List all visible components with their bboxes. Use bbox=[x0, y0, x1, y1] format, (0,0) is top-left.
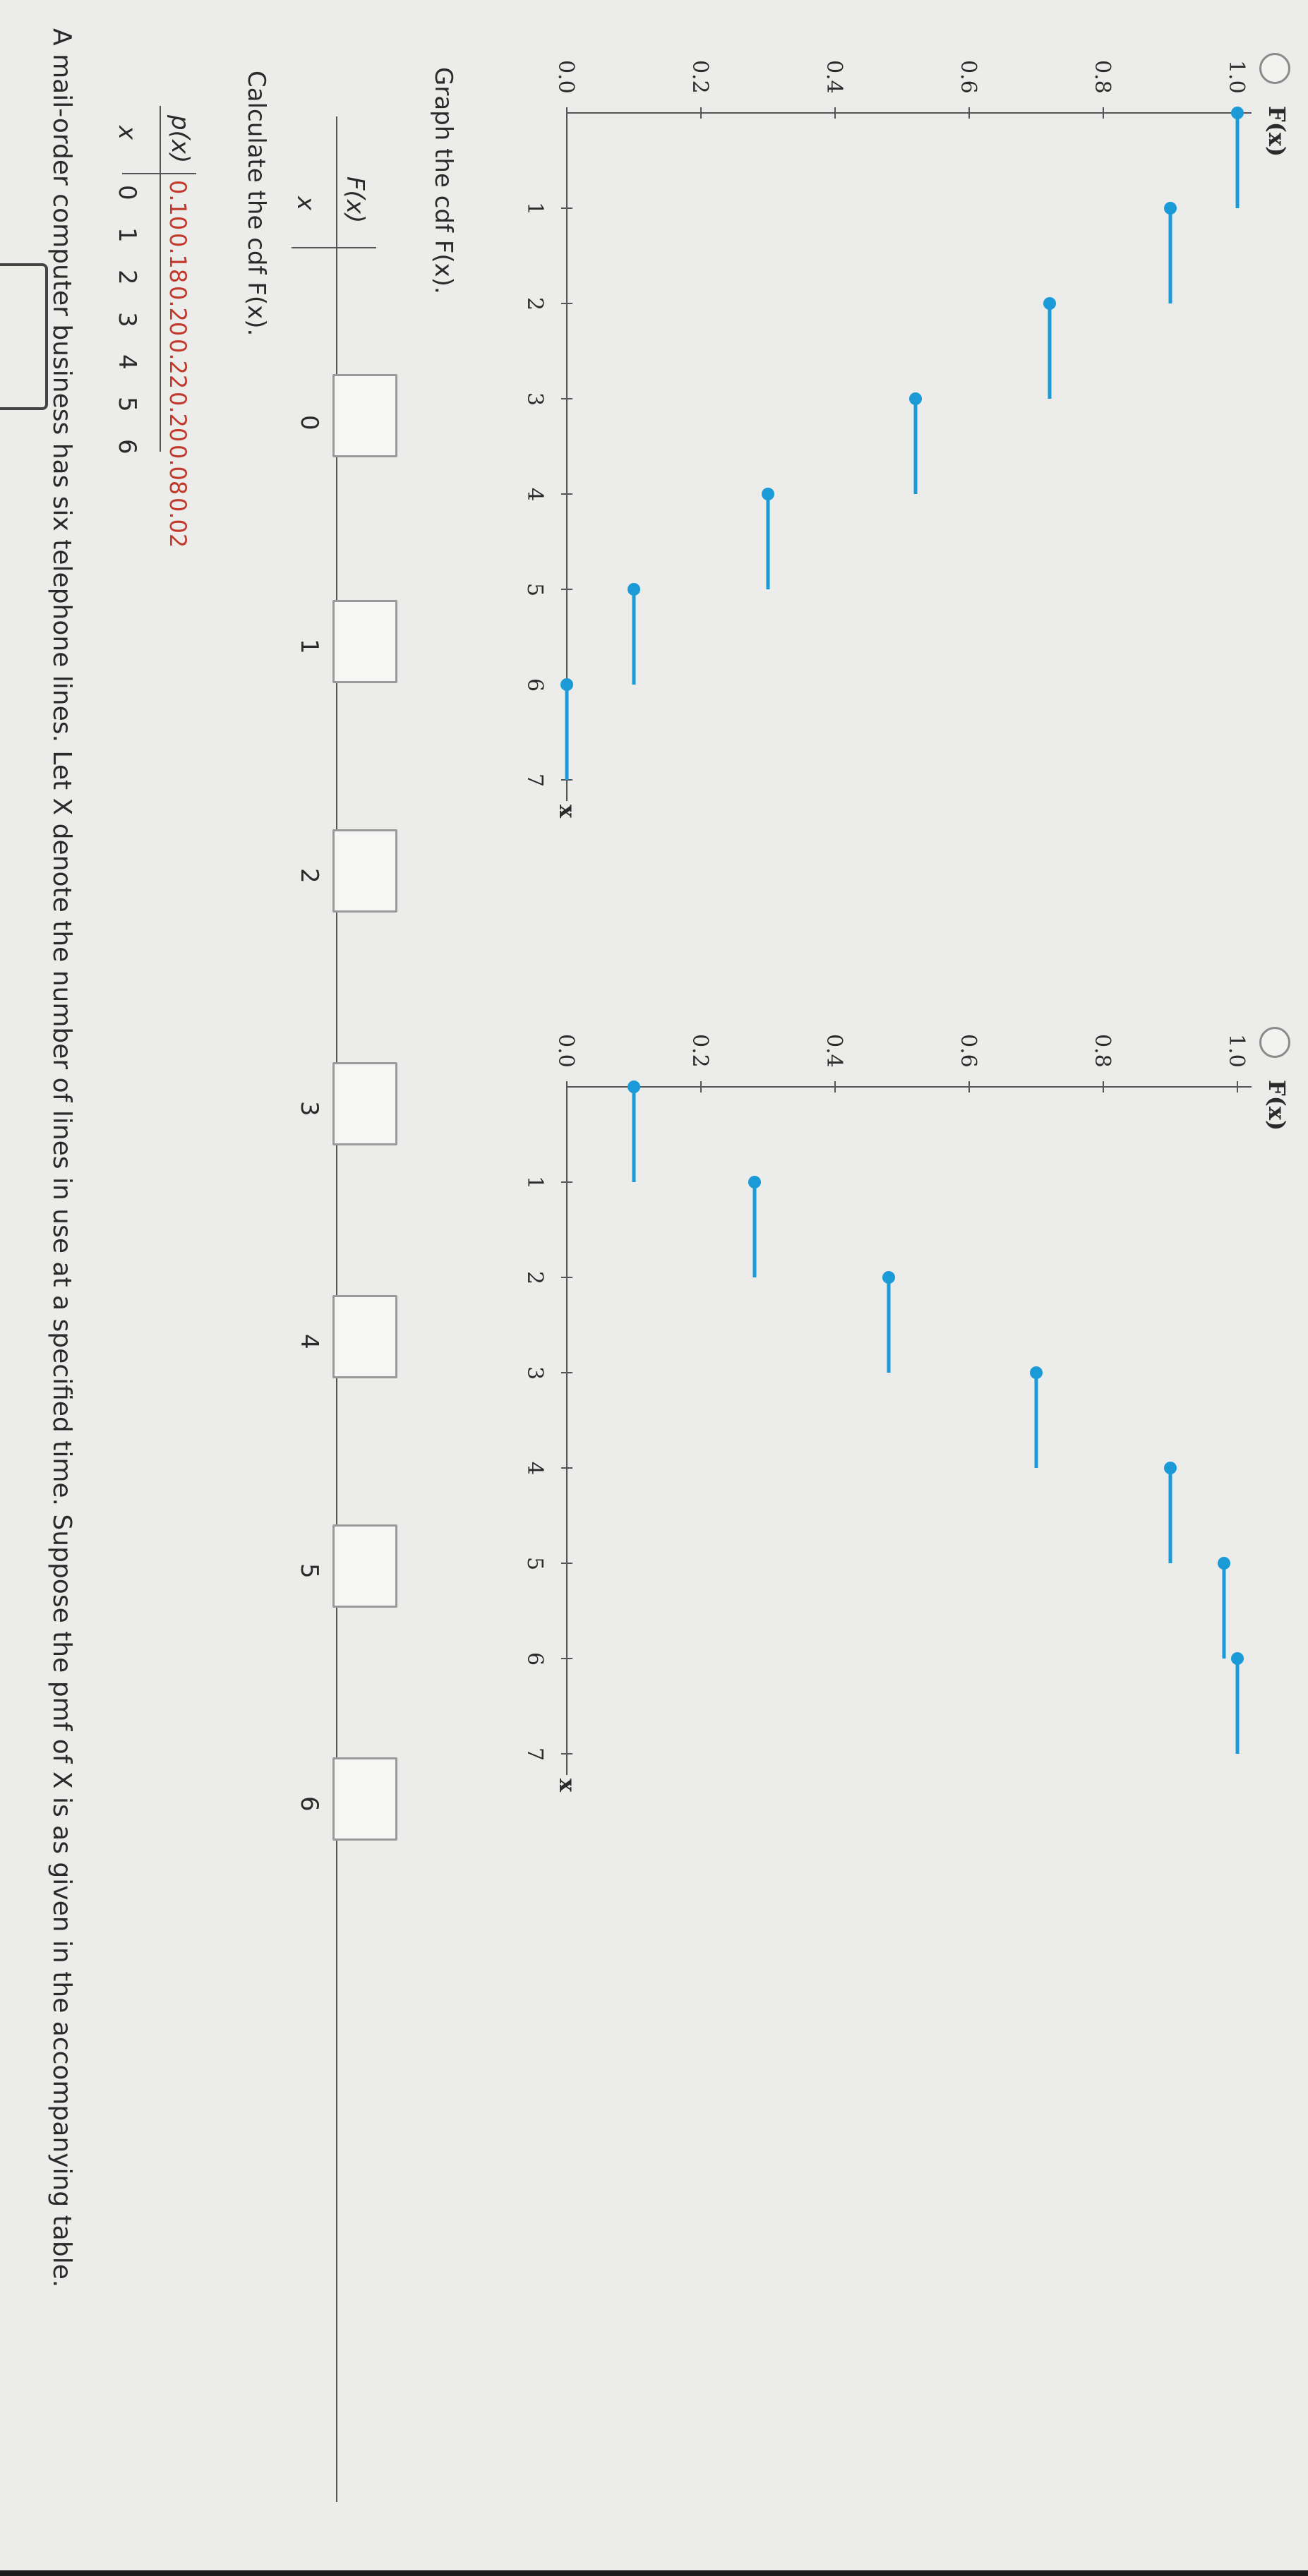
pmf-x-3: 3 bbox=[113, 312, 141, 327]
pmf-p-label: p(x) bbox=[166, 115, 194, 164]
pmf-p-5: 0.08 bbox=[164, 445, 191, 495]
x-tick-label: 3 bbox=[522, 1366, 547, 1380]
cdf-step-point bbox=[628, 1081, 640, 1093]
cdf-x-3: 3 bbox=[295, 1101, 323, 1117]
y-tick-label: 1.0 bbox=[1224, 60, 1249, 94]
cdf-x-2: 2 bbox=[295, 868, 323, 884]
cdf-F-label: F(x) bbox=[341, 176, 369, 224]
pmf-table-rule bbox=[160, 106, 161, 452]
x-tick-label: 1 bbox=[522, 1176, 547, 1189]
option-b-chart[interactable]: F(x) x 0.0 0.2 0.4 0.6 0.8 1.0 1 2 3 4 5 6 7 bbox=[482, 1034, 1290, 2047]
cdf-x-5: 5 bbox=[295, 1563, 323, 1579]
cdf-input-0[interactable] bbox=[332, 374, 397, 457]
y-tick-label: 0.6 bbox=[956, 1034, 980, 1068]
x-axis-label: x bbox=[554, 805, 581, 819]
x-tick-label: 2 bbox=[522, 297, 547, 311]
cdf-step-point bbox=[748, 1176, 761, 1188]
cdf-x-1: 1 bbox=[295, 639, 323, 654]
x-tick-label: 2 bbox=[522, 1271, 547, 1284]
option-a-chart[interactable]: F(x) x 0.0 0.2 0.4 0.6 0.8 1.0 1 2 3 4 5 6 7 bbox=[482, 60, 1290, 1073]
question-intro: A mail-order computer business has six t… bbox=[47, 28, 76, 2288]
pmf-p-1: 0.18 bbox=[164, 233, 191, 284]
y-tick-label: 0.6 bbox=[956, 60, 980, 94]
y-tick-label: 0.4 bbox=[822, 1034, 846, 1068]
x-tick-label: 5 bbox=[522, 1557, 547, 1570]
y-tick-label: 0.8 bbox=[1090, 1034, 1115, 1068]
y-axis-label: F(x) bbox=[1264, 106, 1290, 157]
pmf-p-4: 0.20 bbox=[164, 392, 191, 443]
cdf-input-5[interactable] bbox=[332, 1524, 397, 1608]
x-tick-label: 7 bbox=[522, 774, 547, 787]
y-tick-label: 0.8 bbox=[1090, 60, 1115, 94]
cdf-table-divider bbox=[292, 247, 376, 248]
x-tick-label: 4 bbox=[522, 1462, 547, 1475]
cdf-x-6: 6 bbox=[295, 1796, 323, 1812]
y-tick-label: 0.4 bbox=[822, 60, 846, 94]
pmf-p-0: 0.10 bbox=[164, 180, 191, 231]
pmf-x-0: 0 bbox=[113, 185, 141, 200]
pmf-x-1: 1 bbox=[113, 227, 141, 243]
pmf-x-label: x bbox=[113, 126, 141, 140]
cdf-input-4[interactable] bbox=[332, 1295, 397, 1378]
pmf-table-divider bbox=[122, 173, 196, 174]
y-tick-label: 0.2 bbox=[688, 1034, 712, 1068]
x-tick-label: 5 bbox=[522, 583, 547, 596]
cdf-step-point bbox=[1030, 1366, 1043, 1379]
cdf-step-point bbox=[560, 678, 573, 691]
cdf-input-2[interactable] bbox=[332, 829, 397, 913]
cdf-x-0: 0 bbox=[295, 415, 323, 431]
x-tick-label: 6 bbox=[522, 678, 547, 692]
cdf-step-point bbox=[1231, 107, 1244, 119]
y-tick-label: 0.0 bbox=[553, 60, 578, 94]
x-tick-label: 7 bbox=[522, 1747, 547, 1761]
y-axis-label: F(x) bbox=[1264, 1080, 1290, 1131]
cdf-input-6[interactable] bbox=[332, 1757, 397, 1841]
x-tick-label: 1 bbox=[522, 202, 547, 215]
y-tick-label: 1.0 bbox=[1224, 1034, 1249, 1068]
cdf-step-point bbox=[909, 392, 922, 405]
cdf-input-1[interactable] bbox=[332, 600, 397, 683]
graph-prompt: Graph the cdf F(x). bbox=[429, 67, 457, 294]
cdf-x-label: x bbox=[292, 196, 320, 211]
pmf-x-5: 5 bbox=[113, 397, 141, 412]
cdf-step-point bbox=[1043, 297, 1056, 310]
cdf-step-point bbox=[1164, 1462, 1177, 1474]
x-tick-label: 3 bbox=[522, 392, 547, 406]
cdf-step-point bbox=[1164, 202, 1177, 215]
x-tick-label: 4 bbox=[522, 488, 547, 501]
pmf-x-2: 2 bbox=[113, 270, 141, 285]
cdf-step-point bbox=[1231, 1652, 1244, 1665]
cdf-step-point bbox=[762, 488, 774, 500]
cdf-step-point bbox=[628, 583, 640, 596]
x-tick-label: 6 bbox=[522, 1652, 547, 1666]
pmf-p-6: 0.02 bbox=[164, 498, 191, 548]
pmf-p-2: 0.20 bbox=[164, 286, 191, 337]
pmf-x-6: 6 bbox=[113, 439, 141, 455]
option-b-radio[interactable] bbox=[1259, 1027, 1290, 1058]
cdf-x-4: 4 bbox=[295, 1334, 323, 1349]
top-control-frame bbox=[0, 263, 48, 410]
y-tick-label: 0.2 bbox=[688, 60, 712, 94]
cdf-prompt: Calculate the cdf F(x). bbox=[242, 71, 270, 337]
window-edge bbox=[0, 2570, 1308, 2576]
cdf-step-point bbox=[882, 1271, 895, 1284]
cdf-input-3[interactable] bbox=[332, 1062, 397, 1145]
y-tick-label: 0.0 bbox=[553, 1034, 578, 1068]
pmf-x-4: 4 bbox=[113, 354, 141, 370]
cdf-step-point bbox=[1218, 1557, 1230, 1570]
pmf-p-3: 0.22 bbox=[164, 339, 191, 390]
option-a-radio[interactable] bbox=[1259, 53, 1290, 84]
x-axis-label: x bbox=[554, 1778, 581, 1793]
